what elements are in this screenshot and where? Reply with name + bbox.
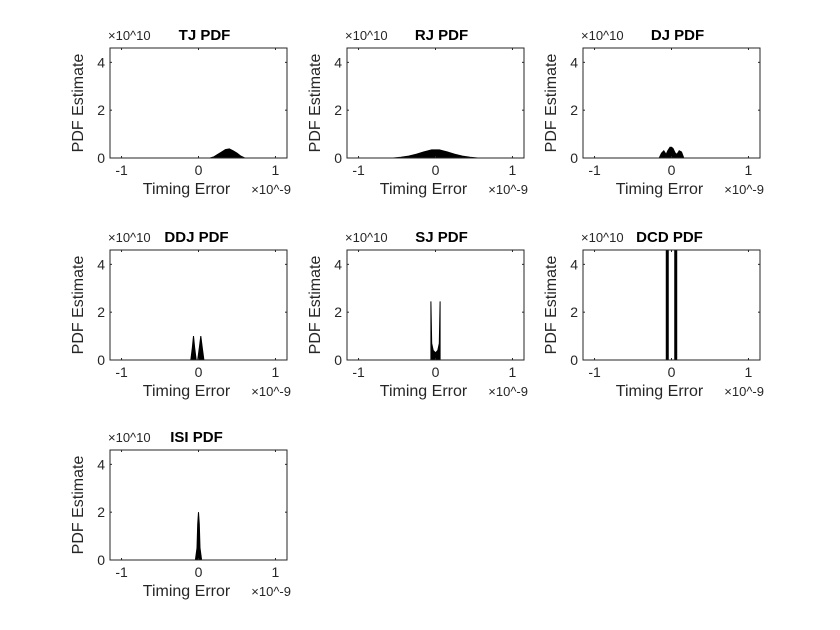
subplot-dcd-pdf: -1 0 1 0 2 4 DCD PDF ×10^10 Timing Error ×10^-9 PD… [543,229,764,400]
y-axis-label: PDF Estimate [70,456,87,555]
x-axis-label: Timing Error [143,181,231,198]
subplot-title: TJ PDF [179,27,231,44]
subplot-title: DCD PDF [636,229,703,246]
y-tick-label: 2 [570,304,578,320]
plot-area [110,48,287,158]
x-tick-label: -1 [588,162,601,178]
x-tick-label: 1 [745,162,753,178]
y-axis-label: PDF Estimate [307,54,324,153]
y-tick-label: 4 [97,256,105,272]
x-tick-label: -1 [352,162,365,178]
x-exponent-label: ×10^-9 [488,182,528,197]
y-exponent-label: ×10^10 [108,430,151,445]
x-exponent-label: ×10^-9 [724,384,764,399]
x-axis-label: Timing Error [380,383,468,400]
y-tick-label: 0 [334,352,342,368]
y-exponent-label: ×10^10 [108,230,151,245]
pdf-histogram [658,146,685,158]
x-tick-label: 1 [272,364,280,380]
x-axis-label: Timing Error [380,181,468,198]
pdf-histogram [209,148,245,158]
subplot-title: SJ PDF [415,229,468,246]
y-exponent-label: ×10^10 [581,230,624,245]
y-tick-label: 0 [97,552,105,568]
x-tick-label: -1 [115,162,128,178]
plot-area [347,250,524,360]
x-axis-label: Timing Error [616,181,704,198]
y-tick-label: 0 [97,352,105,368]
y-exponent-label: ×10^10 [345,28,388,43]
y-tick-label: 2 [97,102,105,118]
plot-area [110,250,287,360]
y-tick-label: 0 [97,150,105,166]
y-axis-label: PDF Estimate [543,256,560,355]
pdf-histogram [393,149,478,158]
x-axis-label: Timing Error [143,583,231,600]
y-tick-label: 2 [570,102,578,118]
x-exponent-label: ×10^-9 [724,182,764,197]
y-tick-label: 4 [570,54,578,70]
x-tick-label: 0 [668,162,676,178]
x-axis-label: Timing Error [616,383,704,400]
y-exponent-label: ×10^10 [345,230,388,245]
subplot-title: ISI PDF [170,429,223,446]
x-tick-label: 0 [195,162,203,178]
x-exponent-label: ×10^-9 [251,384,291,399]
x-axis-label: Timing Error [143,383,231,400]
y-tick-label: 2 [97,504,105,520]
subplot-title: DDJ PDF [164,229,228,246]
x-tick-label: -1 [115,564,128,580]
y-tick-label: 0 [334,150,342,166]
subplot-sj-pdf: -1 0 1 0 2 4 SJ PDF ×10^10 Timing Error ×10^-9 PDF… [307,229,528,400]
y-tick-label: 2 [97,304,105,320]
x-tick-label: 1 [745,364,753,380]
x-tick-label: 0 [432,162,440,178]
y-tick-label: 4 [97,54,105,70]
y-tick-label: 2 [334,102,342,118]
y-axis-label: PDF Estimate [543,54,560,153]
x-tick-label: 1 [272,162,280,178]
subplot-tj-pdf: -1 0 1 0 2 4 TJ PDF ×10^10 Timing Error ×10^-9 PDF… [70,27,291,198]
x-tick-label: 0 [668,364,676,380]
x-tick-label: 1 [509,162,517,178]
x-tick-label: -1 [352,364,365,380]
y-axis-label: PDF Estimate [70,256,87,355]
x-tick-label: 0 [195,564,203,580]
x-exponent-label: ×10^-9 [488,384,528,399]
y-exponent-label: ×10^10 [108,28,151,43]
pdf-histogram [190,336,205,360]
subplot-title: DJ PDF [651,27,704,44]
plot-area [583,48,760,158]
x-exponent-label: ×10^-9 [251,182,291,197]
subplot-ddj-pdf: -1 0 1 0 2 4 DDJ PDF ×10^10 Timing Error ×10^-9 PD… [70,229,291,400]
y-exponent-label: ×10^10 [581,28,624,43]
y-axis-label: PDF Estimate [307,256,324,355]
plot-area [583,250,760,360]
y-tick-label: 4 [334,256,342,272]
x-tick-label: -1 [115,364,128,380]
y-tick-label: 2 [334,304,342,320]
x-tick-label: 0 [195,364,203,380]
y-axis-label: PDF Estimate [70,54,87,153]
x-tick-label: -1 [588,364,601,380]
subplot-rj-pdf: -1 0 1 0 2 4 RJ PDF ×10^10 Timing Error ×10^-9 PDF… [307,27,528,198]
pdf-histogram [194,512,203,560]
plot-area [347,48,524,158]
y-tick-label: 0 [570,150,578,166]
x-tick-label: 0 [432,364,440,380]
x-tick-label: 1 [509,364,517,380]
x-exponent-label: ×10^-9 [251,584,291,599]
y-tick-label: 4 [97,456,105,472]
subplot-isi-pdf: -1 0 1 0 2 4 ISI PDF ×10^10 Timing Error ×10^-9 PD… [70,429,291,600]
subplot-dj-pdf: -1 0 1 0 2 4 DJ PDF ×10^10 Timing Error ×10^-9 PDF… [543,27,764,198]
subplot-title: RJ PDF [415,27,468,44]
y-tick-label: 4 [334,54,342,70]
y-tick-label: 4 [570,256,578,272]
x-tick-label: 1 [272,564,280,580]
pdf-histogram [430,301,441,360]
y-tick-label: 0 [570,352,578,368]
